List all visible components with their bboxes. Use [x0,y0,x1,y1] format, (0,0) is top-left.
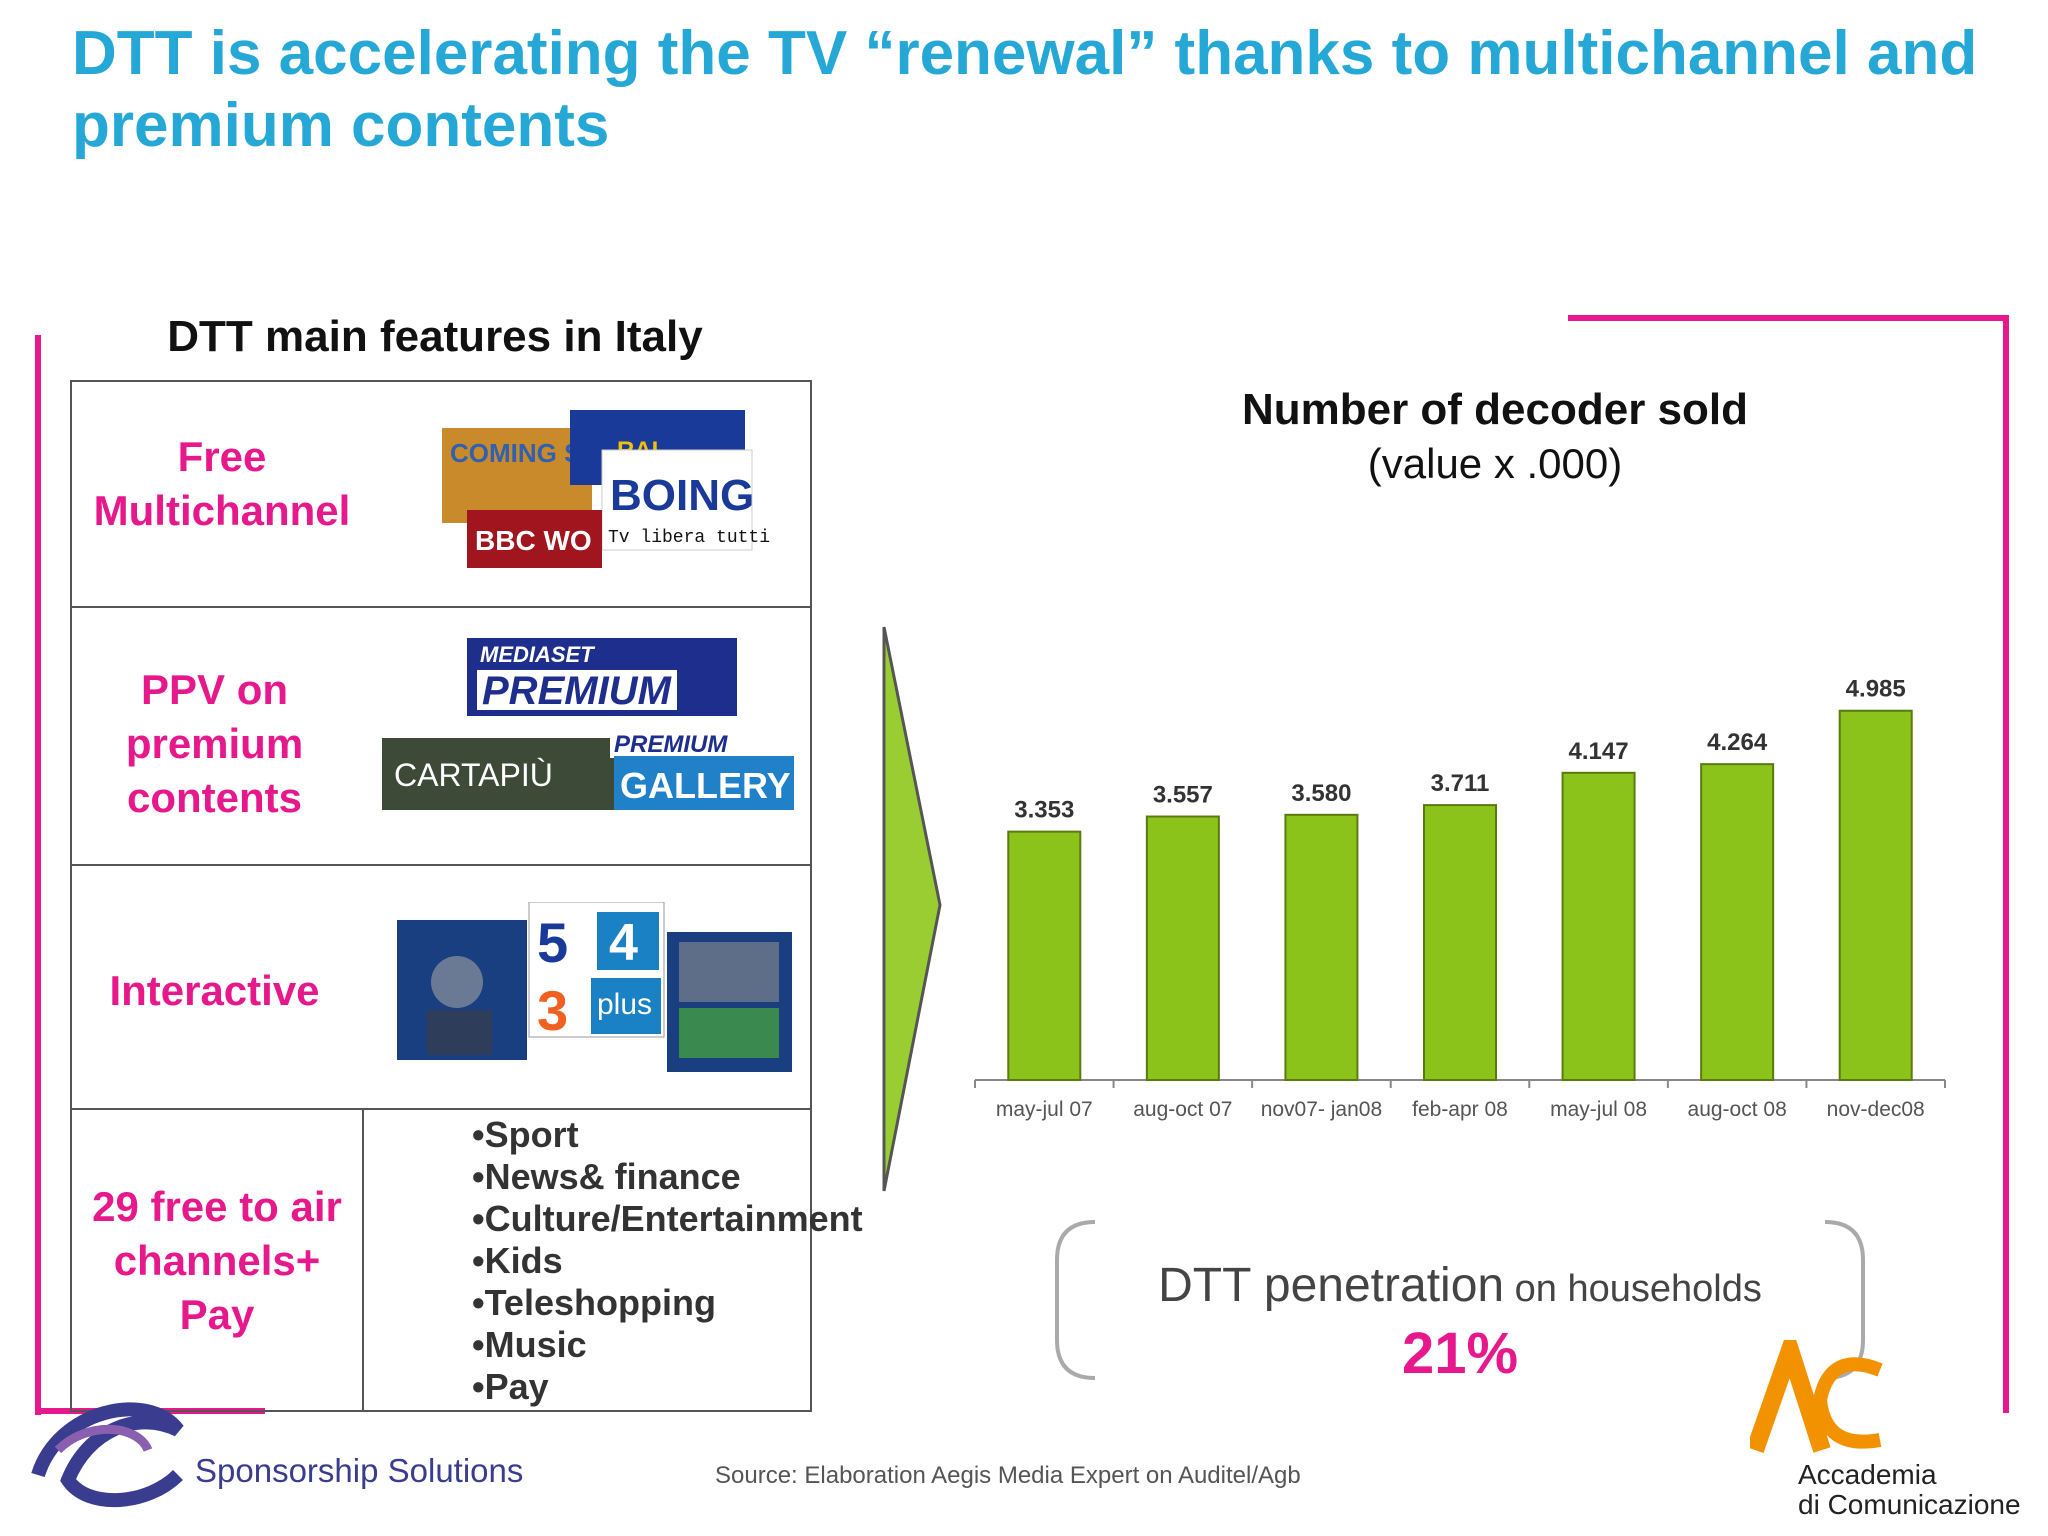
list-item: •Culture/Entertainment [472,1198,863,1239]
logo-text-channel-4: 4 [609,914,638,972]
logo-text-gallery: GALLERY [620,765,791,806]
logo-text-mediaset: MEDIASET [480,642,595,667]
x-tick-label: nov07- jan08 [1261,1098,1382,1121]
bar-chart: 3.353 may-jul 07 3.557 aug-oct 07 3.580 nov07… [974,676,1946,1121]
bar-7 [1838,709,1913,1081]
list-item: •Teleshopping [472,1282,716,1323]
x-tick-label: aug-oct 08 [1688,1098,1787,1121]
source-note: Source: Elaboration Aegis Media Expert o… [715,1462,1301,1489]
feature-label: PPV on premium contents [125,666,304,821]
interactive-screens-image: 5 4 3 plus [397,902,792,1072]
channel-logos-image: COMING SOON RAI BOING Tv libera tutti. B… [442,410,772,568]
chart-title: Number of decoder sold [1241,385,1749,434]
data-label: 4.985 [1846,676,1906,703]
academia-line-2: di Comunicazione [1798,1489,2021,1520]
feature-label: Free Multichannel [93,433,351,534]
logo-text-premium: PREMIUM [482,669,673,713]
x-tick-label: feb-apr 08 [1412,1098,1508,1121]
bar-6 [1700,763,1775,1081]
logo-text-channel-5: 5 [537,911,568,974]
penetration-label: DTT penetration on households [1055,1258,1865,1313]
logo-text-premium-small: PREMIUM [614,731,728,758]
global-logo-text: Sponsorship Solutions [195,1452,524,1489]
features-table: Free Multichannel COMING SOON RAI BOING … [70,380,863,1412]
features-heading: DTT main features in Italy [167,312,703,361]
data-label: 4.147 [1569,738,1629,765]
frame-right-border [2003,315,2009,1413]
logo-text-boing: BOING [610,471,754,520]
table-divider [362,1110,364,1410]
penetration-label-suffix: on households [1504,1268,1762,1310]
frame-top-border [1568,315,2008,321]
frame-left-border [35,335,41,1415]
list-item: •Music [472,1324,587,1365]
feature-label: 29 free to air channels+ Pay [92,1183,342,1338]
x-tick-label: aug-oct 07 [1133,1098,1232,1121]
x-tick-label: may-jul 07 [996,1098,1093,1121]
academia-logo-text: Accademia di Comunicazione [1798,1460,2021,1520]
feature-row-interactive: Interactive 5 4 3 plus [72,866,810,1110]
bar-2 [1145,815,1220,1081]
slide-title: DTT is accelerating the TV “renewal” tha… [72,19,1978,160]
logo-text-bbc: BBC WO [475,525,592,556]
penetration-callout: DTT penetration on households 21% [1055,1220,1865,1386]
data-label: 3.580 [1291,780,1351,807]
channel-genre-list: •Sport •News& finance •Culture/Entertain… [472,1114,863,1408]
academia-logo-icon [1750,1340,1883,1453]
global-swirl-logo-icon [31,1402,184,1507]
list-item: •Pay [472,1366,549,1407]
list-item: •Kids [472,1240,563,1281]
chart-subtitle: (value x .000) [1367,440,1623,487]
chevron-arrow-icon [882,626,942,1192]
data-label: 3.557 [1153,782,1213,809]
logo-text-tagline: Tv libera tutti. [608,528,772,548]
feature-label: Interactive [109,967,320,1014]
x-tick-label: may-jul 08 [1550,1098,1647,1121]
penetration-label-main: DTT penetration [1158,1259,1505,1312]
bar-3 [1284,813,1359,1081]
bar-5 [1561,771,1636,1081]
data-label: 3.353 [1014,797,1074,824]
bar-1 [1007,830,1082,1081]
premium-logos-image: MEDIASET PREMIUM CARTAPIÙ PREMIUM GALLER… [382,638,794,810]
data-label: 4.264 [1707,729,1768,756]
data-label: 3.711 [1431,770,1490,797]
logo-text-plus: plus [597,988,652,1021]
bracket-frame [1055,1220,1865,1380]
bar-4 [1423,804,1497,1081]
feature-row-ppv: PPV on premium contents MEDIASET PREMIUM… [72,608,810,866]
list-item: •Sport [472,1114,579,1155]
feature-row-channels: 29 free to air channels+ Pay •Sport •New… [72,1110,863,1410]
list-item: •News& finance [472,1156,741,1197]
x-tick-label: nov-dec08 [1827,1098,1925,1121]
logo-text-channel-3: 3 [537,979,568,1042]
penetration-value: 21% [1401,1321,1519,1386]
academia-line-1: Accademia [1798,1459,1937,1490]
feature-row-multichannel: Free Multichannel COMING SOON RAI BOING … [72,382,810,608]
logo-text-cartapiu: CARTAPIÙ [394,757,553,793]
